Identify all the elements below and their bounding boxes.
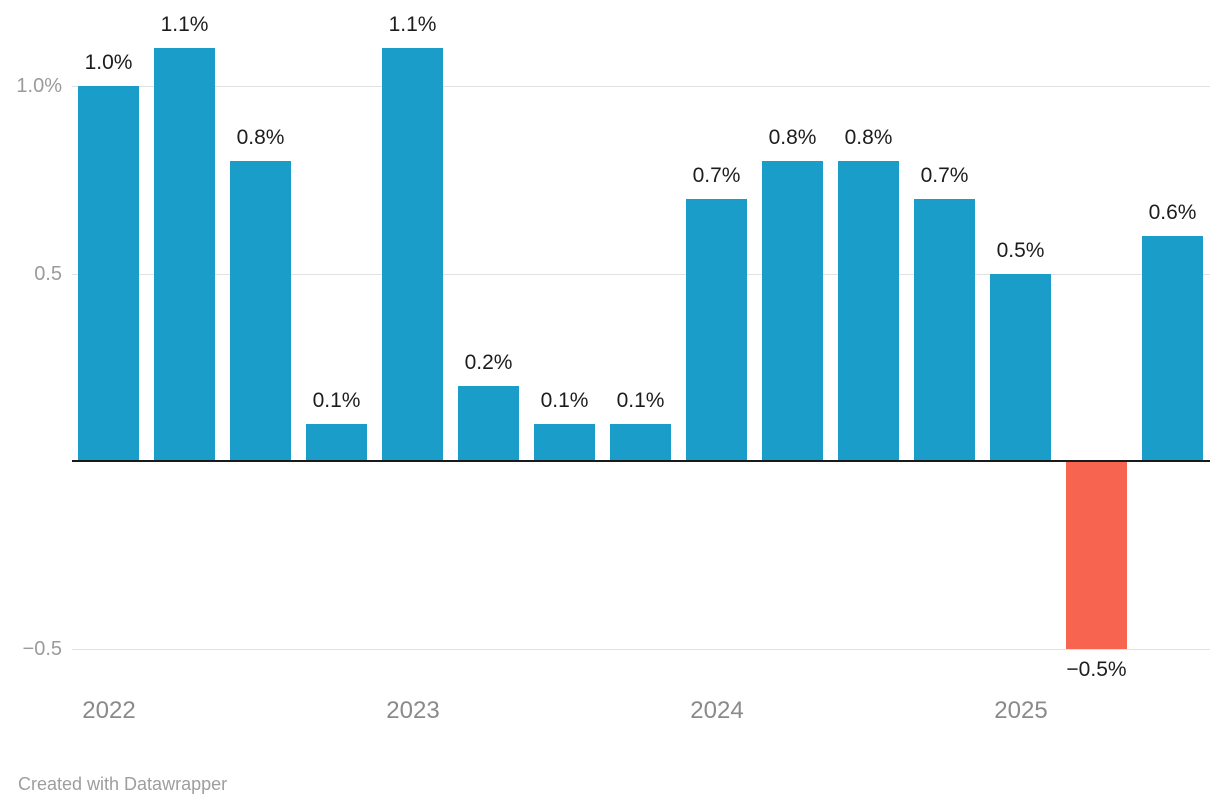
- bar-2022-q2[interactable]: [154, 48, 215, 461]
- bar-2025-q1[interactable]: [990, 274, 1051, 462]
- bar-2024-q1[interactable]: [686, 199, 747, 462]
- bar-value-label: 0.7%: [920, 164, 969, 187]
- gridline: [72, 86, 1210, 87]
- zero-baseline: [72, 460, 1210, 462]
- bar-2023-q1[interactable]: [382, 48, 443, 461]
- bar-value-label: 0.2%: [464, 351, 513, 374]
- bar-value-label: 0.8%: [768, 126, 817, 149]
- bar-2023-q3[interactable]: [534, 424, 595, 462]
- bar-value-label: 0.1%: [540, 389, 589, 412]
- y-axis-tick-label: −0.5: [22, 638, 62, 660]
- bar-value-label: 1.1%: [388, 13, 437, 36]
- y-axis-tick-label: 0.5: [34, 263, 62, 285]
- bar-2024-q3[interactable]: [838, 161, 899, 461]
- y-axis-tick-label: 1.0%: [16, 75, 62, 97]
- bar-value-label: 0.8%: [236, 126, 285, 149]
- bar-2023-q2[interactable]: [458, 386, 519, 461]
- bar-value-label: 0.6%: [1148, 201, 1197, 224]
- bar-2025-q2[interactable]: [1066, 461, 1127, 649]
- bar-value-label: 1.1%: [160, 13, 209, 36]
- x-axis-year-label: 2022: [82, 697, 136, 724]
- bar-value-label: 0.5%: [996, 239, 1045, 262]
- bar-2022-q4[interactable]: [306, 424, 367, 462]
- bar-2025-q3[interactable]: [1142, 236, 1203, 461]
- gridline: [72, 274, 1210, 275]
- x-axis-year-label: 2024: [690, 697, 744, 724]
- gridline: [72, 649, 1210, 650]
- bar-2022-q1[interactable]: [78, 86, 139, 461]
- datawrapper-credit-link[interactable]: Created with Datawrapper: [18, 774, 228, 794]
- bar-value-label: −0.5%: [1066, 658, 1127, 681]
- bar-value-label: 1.0%: [84, 51, 133, 74]
- bar-value-label: 0.8%: [844, 126, 893, 149]
- x-axis-year-label: 2025: [994, 697, 1048, 724]
- bar-2024-q2[interactable]: [762, 161, 823, 461]
- bar-value-label: 0.1%: [312, 389, 361, 412]
- bar-2022-q3[interactable]: [230, 161, 291, 461]
- bar-2023-q4[interactable]: [610, 424, 671, 462]
- bar-2024-q4[interactable]: [914, 199, 975, 462]
- x-axis-year-label: 2023: [386, 697, 440, 724]
- bar-value-label: 0.7%: [692, 164, 741, 187]
- bar-value-label: 0.1%: [616, 389, 665, 412]
